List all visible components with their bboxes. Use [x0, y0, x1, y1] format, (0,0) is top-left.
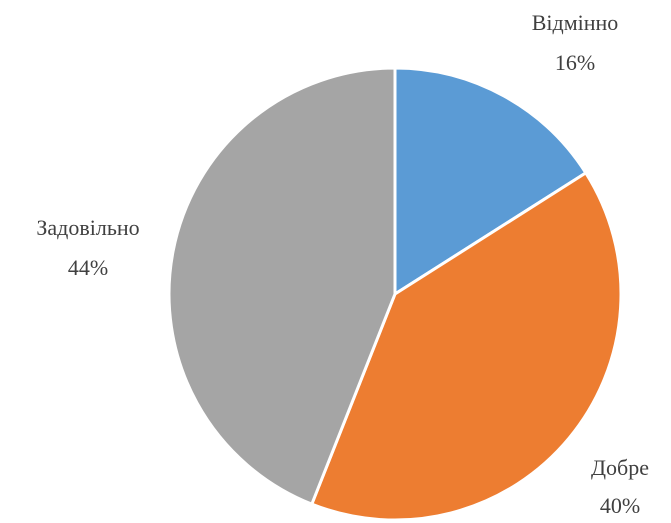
- pie-slice: [310, 171, 623, 522]
- slice-value-label: 16%: [555, 50, 595, 75]
- pie-slice: [167, 66, 397, 506]
- slice-label: Відмінно: [532, 10, 619, 35]
- slice-value-label: 44%: [68, 255, 108, 280]
- slice-value-label: 40%: [600, 493, 640, 518]
- slice-label: Добре: [591, 455, 649, 480]
- pie-slice: [393, 66, 588, 296]
- slice-label: Задовільно: [36, 215, 139, 240]
